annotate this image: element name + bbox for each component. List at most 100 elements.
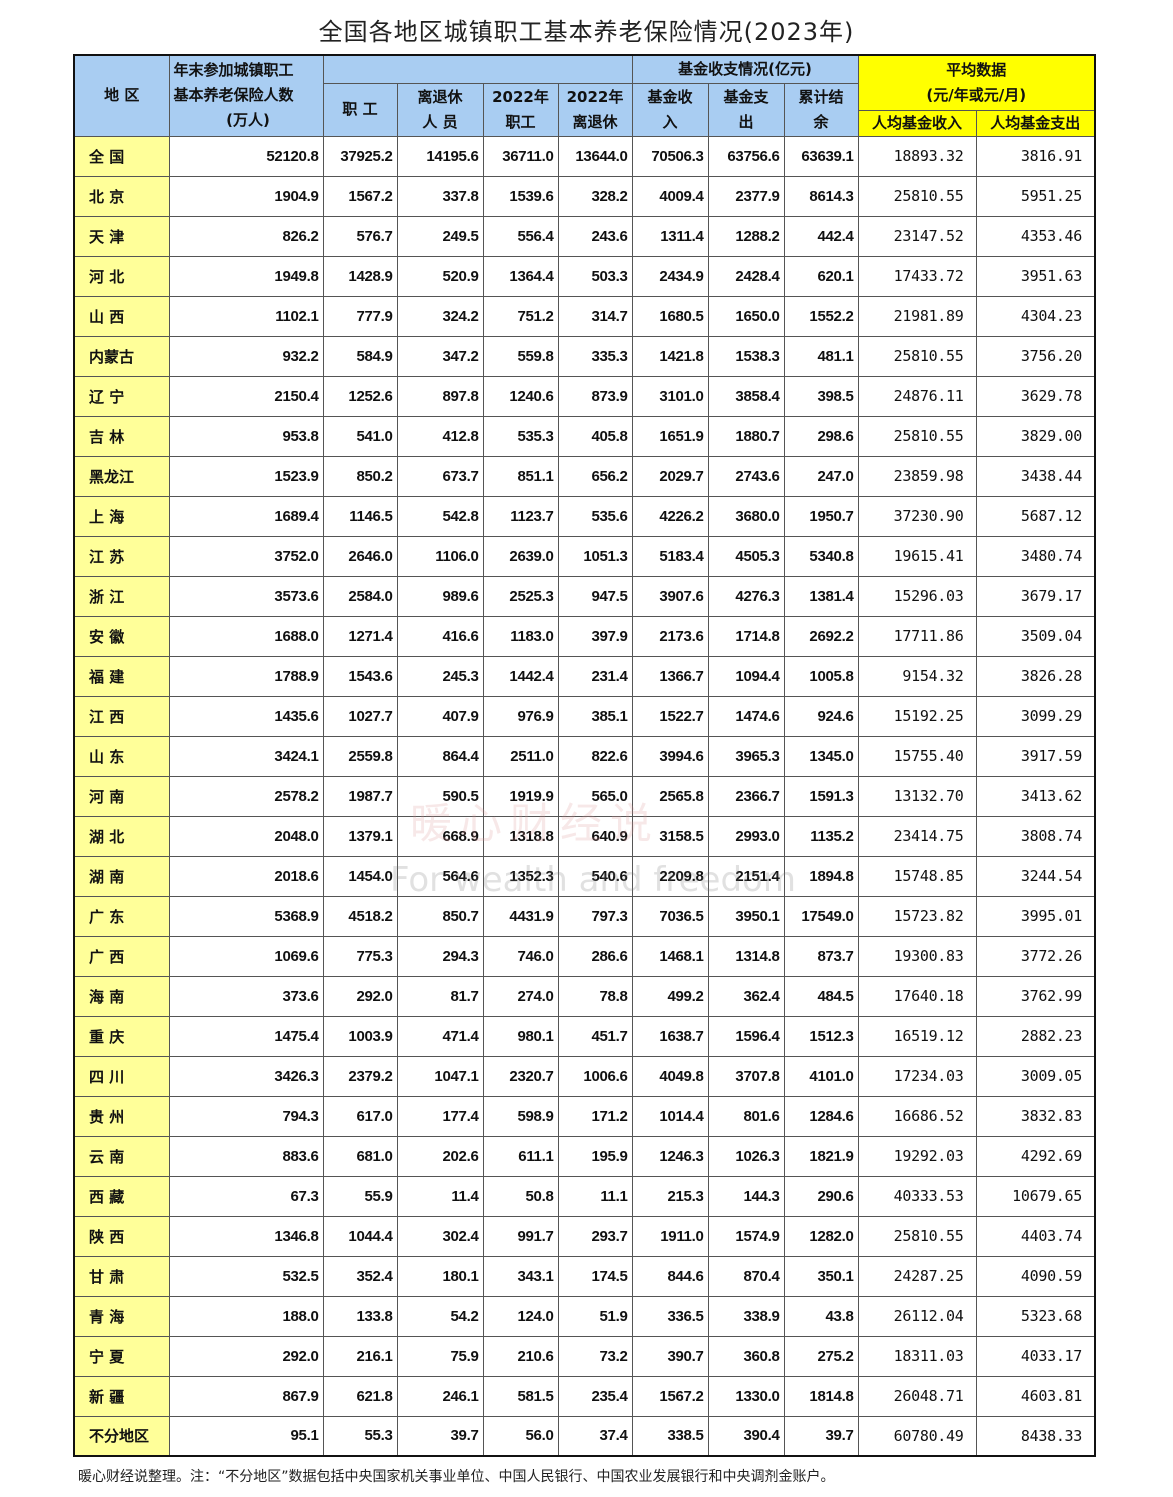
region-cell: 江 西	[73, 695, 170, 737]
header-retirees-2022-line1: 2022年	[566, 87, 624, 106]
value-cell: 81.7	[396, 975, 484, 1017]
value-cell: 25810.55	[857, 415, 977, 457]
value-cell: 2428.4	[707, 255, 785, 297]
table-row: 内蒙古 932.2 584.9 347.2 559.8 335.3 1421.8 1538.3…	[73, 335, 1096, 377]
value-cell: 275.2	[783, 1335, 859, 1377]
value-cell: 4033.17	[975, 1335, 1096, 1377]
value-cell: 590.5	[396, 775, 484, 817]
value-cell: 324.2	[396, 295, 484, 337]
value-cell: 540.6	[557, 855, 633, 897]
value-cell: 1094.4	[707, 655, 785, 697]
value-cell: 2320.7	[482, 1055, 559, 1097]
value-cell: 2584.0	[322, 575, 398, 617]
value-cell: 298.6	[783, 415, 859, 457]
value-cell: 746.0	[482, 935, 559, 977]
value-cell: 37.4	[557, 1415, 633, 1457]
value-cell: 13644.0	[557, 135, 633, 177]
value-cell: 1044.4	[322, 1215, 398, 1257]
value-cell: 2150.4	[168, 375, 324, 417]
value-cell: 3413.62	[975, 775, 1096, 817]
value-cell: 133.8	[322, 1295, 398, 1337]
value-cell: 302.4	[396, 1215, 484, 1257]
value-cell: 39.7	[783, 1415, 859, 1457]
value-cell: 953.8	[168, 415, 324, 457]
value-cell: 598.9	[482, 1095, 559, 1137]
value-cell: 4403.74	[975, 1215, 1096, 1257]
region-cell: 山 西	[73, 295, 170, 337]
header-fund-expense-line2: 出	[738, 112, 754, 131]
value-cell: 4226.2	[631, 495, 709, 537]
region-cell: 云 南	[73, 1135, 170, 1177]
value-cell: 202.6	[396, 1135, 484, 1177]
value-cell: 1591.3	[783, 775, 859, 817]
header-fund-group: 基金收支情况(亿元)	[631, 54, 859, 84]
value-cell: 1894.8	[783, 855, 859, 897]
value-cell: 681.0	[322, 1135, 398, 1177]
value-cell: 3424.1	[168, 735, 324, 777]
value-cell: 17549.0	[783, 895, 859, 937]
header-fund-balance: 累计结余	[783, 82, 859, 137]
value-cell: 1047.1	[396, 1055, 484, 1097]
value-cell: 50.8	[482, 1175, 559, 1217]
value-cell: 4292.69	[975, 1135, 1096, 1177]
region-cell: 湖 北	[73, 815, 170, 857]
value-cell: 1106.0	[396, 535, 484, 577]
table-row: 四 川 3426.3 2379.2 1047.1 2320.7 1006.6 4049.8 3…	[73, 1055, 1096, 1097]
value-cell: 620.1	[783, 255, 859, 297]
value-cell: 362.4	[707, 975, 785, 1017]
value-cell: 390.4	[707, 1415, 785, 1457]
region-cell: 黑龙江	[73, 455, 170, 497]
value-cell: 924.6	[783, 695, 859, 737]
value-cell: 15755.40	[857, 735, 977, 777]
value-cell: 412.8	[396, 415, 484, 457]
value-cell: 1950.7	[783, 495, 859, 537]
value-cell: 5687.12	[975, 495, 1096, 537]
value-cell: 883.6	[168, 1135, 324, 1177]
value-cell: 56.0	[482, 1415, 559, 1457]
value-cell: 867.9	[168, 1375, 324, 1417]
region-cell: 河 南	[73, 775, 170, 817]
table-row: 广 东 5368.9 4518.2 850.7 4431.9 797.3 7036.5 395…	[73, 895, 1096, 937]
table-row: 陕 西 1346.8 1044.4 302.4 991.7 293.7 1911.0 1574…	[73, 1215, 1096, 1257]
table-row: 山 东 3424.1 2559.8 864.4 2511.0 822.6 3994.6 396…	[73, 735, 1096, 777]
value-cell: 4090.59	[975, 1255, 1096, 1297]
value-cell: 844.6	[631, 1255, 709, 1297]
value-cell: 1026.3	[707, 1135, 785, 1177]
value-cell: 5340.8	[783, 535, 859, 577]
value-cell: 1650.0	[707, 295, 785, 337]
value-cell: 581.5	[482, 1375, 559, 1417]
value-cell: 338.9	[707, 1295, 785, 1337]
table-row: 广 西 1069.6 775.3 294.3 746.0 286.6 1468.1 1314.…	[73, 935, 1096, 977]
header-retirees-2022-line2: 离退休	[572, 112, 618, 131]
value-cell: 1680.5	[631, 295, 709, 337]
value-cell: 16519.12	[857, 1015, 977, 1057]
value-cell: 826.2	[168, 215, 324, 257]
value-cell: 471.4	[396, 1015, 484, 1057]
value-cell: 246.1	[396, 1375, 484, 1417]
header-insured-line2: 基本养老保险人数	[173, 86, 294, 105]
region-cell: 安 徽	[73, 615, 170, 657]
value-cell: 23859.98	[857, 455, 977, 497]
value-cell: 3679.17	[975, 575, 1096, 617]
value-cell: 360.8	[707, 1335, 785, 1377]
value-cell: 3826.28	[975, 655, 1096, 697]
table-row: 辽 宁 2150.4 1252.6 897.8 1240.6 873.9 3101.0 385…	[73, 375, 1096, 417]
value-cell: 1475.4	[168, 1015, 324, 1057]
table-row: 北 京 1904.9 1567.2 337.8 1539.6 328.2 4009.4 237…	[73, 175, 1096, 217]
value-cell: 1474.6	[707, 695, 785, 737]
value-cell: 397.9	[557, 615, 633, 657]
value-cell: 980.1	[482, 1015, 559, 1057]
value-cell: 1987.7	[322, 775, 398, 817]
value-cell: 873.7	[783, 935, 859, 977]
header-avg-line2: (元/年或元/月)	[926, 85, 1027, 104]
value-cell: 673.7	[396, 455, 484, 497]
region-cell: 江 苏	[73, 535, 170, 577]
value-cell: 976.9	[482, 695, 559, 737]
value-cell: 1523.9	[168, 455, 324, 497]
value-cell: 407.9	[396, 695, 484, 737]
value-cell: 177.4	[396, 1095, 484, 1137]
table-row: 浙 江 3573.6 2584.0 989.6 2525.3 947.5 3907.6 427…	[73, 575, 1096, 617]
value-cell: 2209.8	[631, 855, 709, 897]
value-cell: 2048.0	[168, 815, 324, 857]
value-cell: 2882.23	[975, 1015, 1096, 1057]
